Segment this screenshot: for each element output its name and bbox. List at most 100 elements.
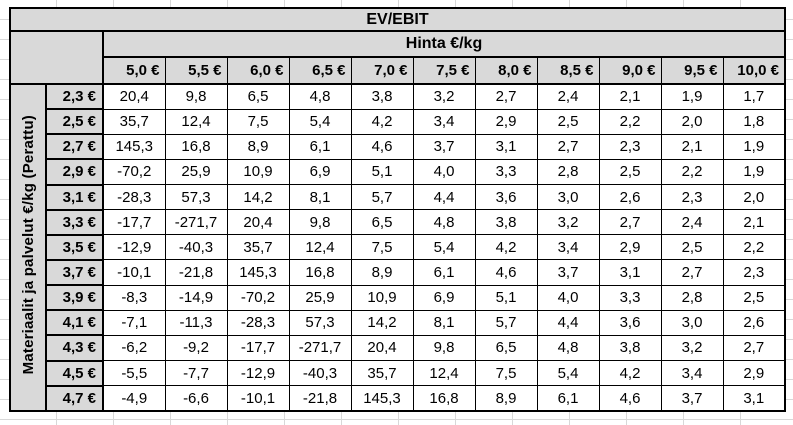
data-cell[interactable]: -70,2	[226, 284, 290, 311]
data-cell[interactable]: 3,3	[474, 158, 538, 186]
data-cell[interactable]: 2,5	[536, 108, 600, 135]
data-cell[interactable]: 2,1	[598, 83, 662, 110]
data-cell[interactable]: 5,7	[350, 184, 414, 211]
data-cell[interactable]: 20,4	[350, 334, 414, 362]
data-cell[interactable]: 1,9	[660, 83, 724, 110]
data-cell[interactable]: -21,8	[288, 385, 352, 412]
data-cell[interactable]: 3,2	[660, 334, 724, 362]
data-cell[interactable]: 3,8	[350, 83, 414, 110]
data-cell[interactable]: 2,8	[536, 158, 600, 186]
data-cell[interactable]: 3,4	[660, 360, 724, 387]
data-cell[interactable]: 3,1	[722, 385, 786, 412]
data-cell[interactable]: 6,1	[288, 133, 352, 160]
data-cell[interactable]: 7,5	[350, 234, 414, 261]
data-cell[interactable]: 16,8	[288, 259, 352, 286]
data-cell[interactable]: -70,2	[102, 158, 166, 186]
data-cell[interactable]: 8,9	[474, 385, 538, 412]
data-cell[interactable]: 2,4	[536, 83, 600, 110]
data-cell[interactable]: 14,2	[350, 309, 414, 336]
data-cell[interactable]: 10,9	[350, 284, 414, 311]
data-cell[interactable]: 2,6	[598, 184, 662, 211]
data-cell[interactable]: 25,9	[288, 284, 352, 311]
data-cell[interactable]: 4,2	[474, 234, 538, 261]
data-cell[interactable]: 4,6	[598, 385, 662, 412]
data-cell[interactable]: 2,7	[598, 209, 662, 236]
data-cell[interactable]: 3,2	[536, 209, 600, 236]
data-cell[interactable]: 16,8	[164, 133, 228, 160]
data-cell[interactable]: 6,5	[226, 83, 290, 110]
data-cell[interactable]: 4,0	[412, 158, 476, 186]
data-cell[interactable]: 8,1	[412, 309, 476, 336]
data-cell[interactable]: 6,1	[412, 259, 476, 286]
data-cell[interactable]: 25,9	[164, 158, 228, 186]
data-cell[interactable]: 2,7	[660, 259, 724, 286]
data-cell[interactable]: 2,2	[722, 234, 786, 261]
data-cell[interactable]: 2,5	[660, 234, 724, 261]
data-cell[interactable]: -17,7	[102, 209, 166, 236]
data-cell[interactable]: 4,2	[350, 108, 414, 135]
data-cell[interactable]: 2,2	[660, 158, 724, 186]
data-cell[interactable]: -10,1	[226, 385, 290, 412]
data-cell[interactable]: 2,2	[598, 108, 662, 135]
data-cell[interactable]: 9,8	[288, 209, 352, 236]
data-cell[interactable]: 2,4	[660, 209, 724, 236]
data-cell[interactable]: -12,9	[226, 360, 290, 387]
data-cell[interactable]: -11,3	[164, 309, 228, 336]
data-cell[interactable]: 2,8	[660, 284, 724, 311]
data-cell[interactable]: 16,8	[412, 385, 476, 412]
data-cell[interactable]: 14,2	[226, 184, 290, 211]
data-cell[interactable]: 2,3	[598, 133, 662, 160]
data-cell[interactable]: 7,5	[474, 360, 538, 387]
data-cell[interactable]: 3,7	[536, 259, 600, 286]
data-cell[interactable]: 8,1	[288, 184, 352, 211]
data-cell[interactable]: 35,7	[102, 108, 166, 135]
data-cell[interactable]: 12,4	[164, 108, 228, 135]
data-cell[interactable]: 2,0	[722, 184, 786, 211]
data-cell[interactable]: 3,2	[412, 83, 476, 110]
data-cell[interactable]: 6,9	[288, 158, 352, 186]
data-cell[interactable]: 4,6	[350, 133, 414, 160]
data-cell[interactable]: 8,9	[226, 133, 290, 160]
data-cell[interactable]: 3,4	[536, 234, 600, 261]
data-cell[interactable]: 2,3	[722, 259, 786, 286]
data-cell[interactable]: 6,1	[536, 385, 600, 412]
data-cell[interactable]: 2,5	[722, 284, 786, 311]
data-cell[interactable]: 4,4	[412, 184, 476, 211]
data-cell[interactable]: -28,3	[102, 184, 166, 211]
data-cell[interactable]: 145,3	[226, 259, 290, 286]
data-cell[interactable]: 2,6	[722, 309, 786, 336]
data-cell[interactable]: 6,9	[412, 284, 476, 311]
data-cell[interactable]: 2,3	[660, 184, 724, 211]
data-cell[interactable]: 1,8	[722, 108, 786, 135]
data-cell[interactable]: -28,3	[226, 309, 290, 336]
data-cell[interactable]: 35,7	[350, 360, 414, 387]
data-cell[interactable]: 5,1	[350, 158, 414, 186]
data-cell[interactable]: 2,1	[722, 209, 786, 236]
data-cell[interactable]: 2,9	[722, 360, 786, 387]
data-cell[interactable]: -10,1	[102, 259, 166, 286]
data-cell[interactable]: 2,7	[474, 83, 538, 110]
data-cell[interactable]: -8,3	[102, 284, 166, 311]
data-cell[interactable]: 35,7	[226, 234, 290, 261]
data-cell[interactable]: 3,0	[536, 184, 600, 211]
data-cell[interactable]: 1,9	[722, 133, 786, 160]
data-cell[interactable]: 3,1	[474, 133, 538, 160]
data-cell[interactable]: 3,7	[660, 385, 724, 412]
data-cell[interactable]: -12,9	[102, 234, 166, 261]
data-cell[interactable]: 3,6	[474, 184, 538, 211]
data-cell[interactable]: 2,1	[660, 133, 724, 160]
data-cell[interactable]: 3,8	[598, 334, 662, 362]
data-cell[interactable]: -17,7	[226, 334, 290, 362]
data-cell[interactable]: 5,4	[536, 360, 600, 387]
data-cell[interactable]: 3,1	[598, 259, 662, 286]
data-cell[interactable]: 6,5	[350, 209, 414, 236]
data-cell[interactable]: 2,9	[598, 234, 662, 261]
data-cell[interactable]: 6,5	[474, 334, 538, 362]
data-cell[interactable]: 5,1	[474, 284, 538, 311]
data-cell[interactable]: 2,9	[474, 108, 538, 135]
data-cell[interactable]: 20,4	[102, 83, 166, 110]
data-cell[interactable]: -5,5	[102, 360, 166, 387]
data-cell[interactable]: -40,3	[288, 360, 352, 387]
data-cell[interactable]: 4,4	[536, 309, 600, 336]
data-cell[interactable]: 2,5	[598, 158, 662, 186]
